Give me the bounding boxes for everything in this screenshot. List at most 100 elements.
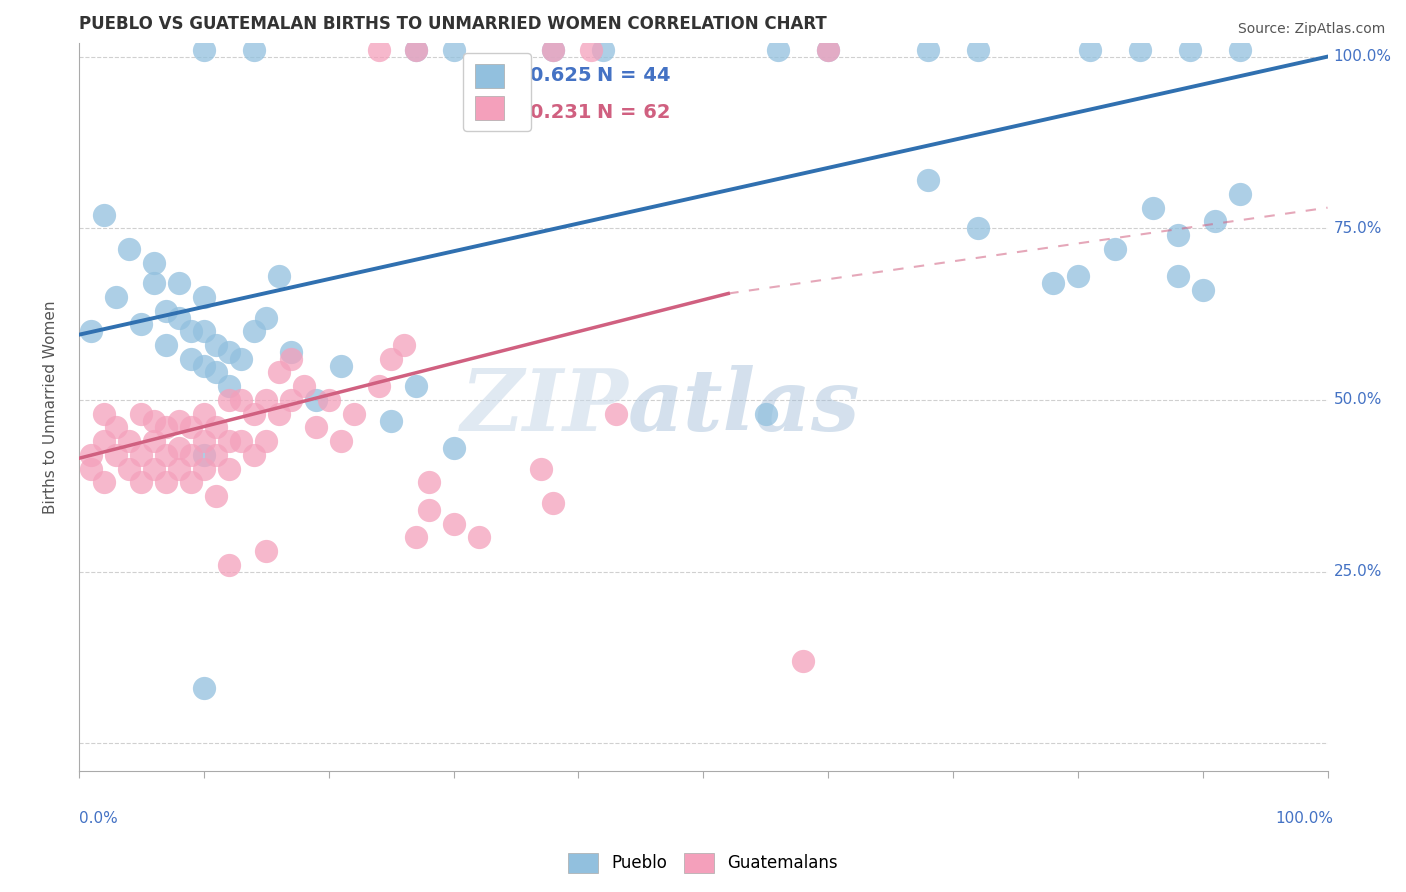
Point xyxy=(193,434,215,449)
Point xyxy=(142,413,165,427)
Point xyxy=(131,318,153,332)
Legend: Pueblo, Guatemalans: Pueblo, Guatemalans xyxy=(561,847,845,880)
Point xyxy=(193,290,215,304)
Point xyxy=(1167,228,1189,243)
Point xyxy=(418,475,440,490)
Point xyxy=(218,558,240,572)
Point xyxy=(231,434,253,449)
Point xyxy=(242,407,264,421)
Point xyxy=(405,43,427,57)
Point xyxy=(155,338,177,352)
Point xyxy=(155,303,177,318)
Point xyxy=(180,324,202,338)
Point xyxy=(292,379,315,393)
Text: 25.0%: 25.0% xyxy=(1334,564,1382,579)
Point xyxy=(180,475,202,490)
Point xyxy=(967,43,990,57)
Point xyxy=(105,290,128,304)
Point xyxy=(605,407,627,421)
Point xyxy=(167,413,190,427)
Point xyxy=(267,366,290,380)
Point xyxy=(131,407,153,421)
Point xyxy=(131,475,153,490)
Point xyxy=(142,255,165,269)
Point xyxy=(443,441,465,455)
Point xyxy=(1129,43,1152,57)
Point xyxy=(193,407,215,421)
Point xyxy=(392,338,415,352)
Point xyxy=(218,434,240,449)
Point xyxy=(193,448,215,462)
Point xyxy=(205,448,228,462)
Point xyxy=(1229,186,1251,201)
Point xyxy=(817,43,839,57)
Point xyxy=(330,359,353,373)
Point xyxy=(330,434,353,449)
Point xyxy=(280,392,302,407)
Point xyxy=(80,461,103,475)
Point xyxy=(142,276,165,290)
Point xyxy=(267,407,290,421)
Point xyxy=(592,43,614,57)
Point xyxy=(180,351,202,366)
Point xyxy=(280,351,302,366)
Point xyxy=(155,448,177,462)
Point xyxy=(1067,269,1090,284)
Point xyxy=(967,221,990,235)
Text: ZIP: ZIP xyxy=(460,365,628,449)
Point xyxy=(118,242,141,256)
Point xyxy=(80,324,103,338)
Text: 75.0%: 75.0% xyxy=(1334,221,1382,235)
Point xyxy=(167,461,190,475)
Text: 50.0%: 50.0% xyxy=(1334,392,1382,408)
Point xyxy=(367,43,389,57)
Point xyxy=(218,392,240,407)
Point xyxy=(380,413,402,427)
Point xyxy=(917,173,939,187)
Point xyxy=(193,359,215,373)
Point xyxy=(254,544,277,558)
Text: atlas: atlas xyxy=(628,365,860,449)
Point xyxy=(180,448,202,462)
Point xyxy=(218,461,240,475)
Text: 100.0%: 100.0% xyxy=(1275,811,1334,826)
Point xyxy=(205,489,228,503)
Point xyxy=(305,420,328,434)
Point xyxy=(405,43,427,57)
Point xyxy=(467,530,489,544)
Text: R = 0.625: R = 0.625 xyxy=(485,66,592,85)
Point xyxy=(418,503,440,517)
Point xyxy=(1229,43,1251,57)
Point xyxy=(443,43,465,57)
Point xyxy=(1078,43,1101,57)
Point xyxy=(142,434,165,449)
Point xyxy=(1180,43,1202,57)
Point xyxy=(543,43,565,57)
Point xyxy=(267,269,290,284)
Text: N = 44: N = 44 xyxy=(598,66,671,85)
Point xyxy=(205,420,228,434)
Point xyxy=(254,434,277,449)
Point xyxy=(193,681,215,696)
Point xyxy=(254,310,277,325)
Point xyxy=(142,461,165,475)
Point xyxy=(1167,269,1189,284)
Point xyxy=(305,392,328,407)
Point xyxy=(93,434,115,449)
Point xyxy=(231,392,253,407)
Point xyxy=(343,407,366,421)
Point xyxy=(792,654,814,668)
Point xyxy=(817,43,839,57)
Point xyxy=(543,496,565,510)
Point xyxy=(193,324,215,338)
Point xyxy=(131,448,153,462)
Point xyxy=(1204,214,1226,228)
Point xyxy=(105,420,128,434)
Point xyxy=(93,407,115,421)
Point xyxy=(543,43,565,57)
Legend: , : , xyxy=(463,53,531,131)
Point xyxy=(93,208,115,222)
Point xyxy=(167,441,190,455)
Point xyxy=(242,43,264,57)
Point xyxy=(155,420,177,434)
